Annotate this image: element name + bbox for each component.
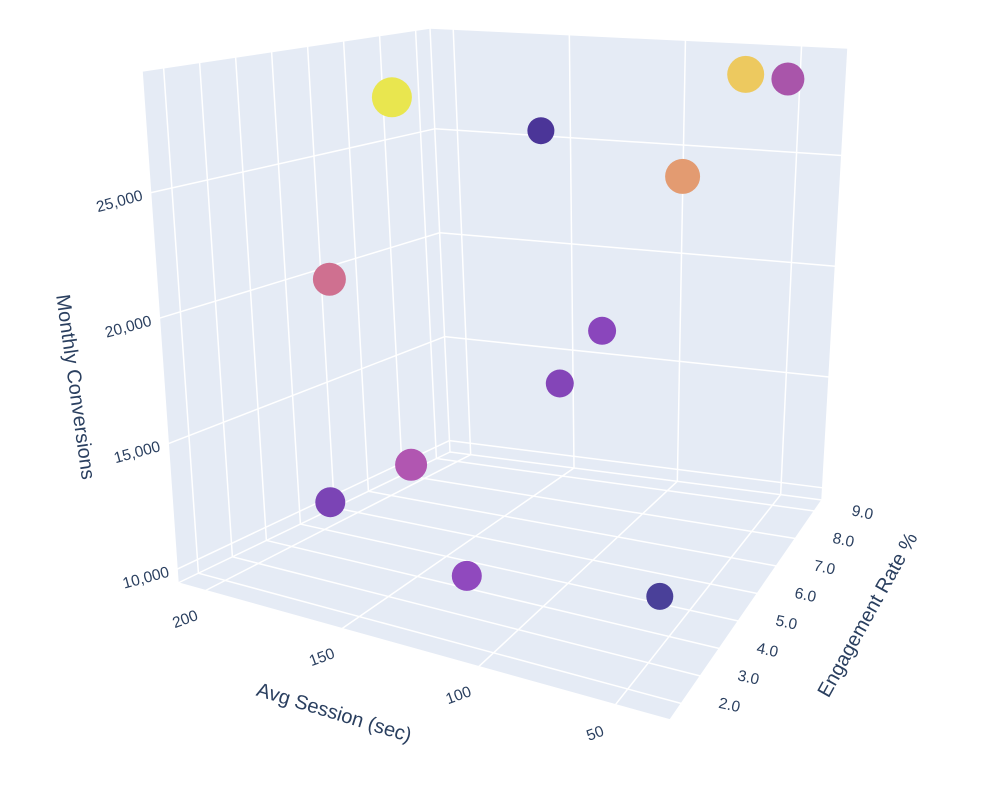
left-wall-grid-y (198, 61, 234, 558)
y-tick-label: 3.0 (736, 667, 761, 688)
floor-grid-y (197, 572, 683, 705)
x-tick-label: 150 (307, 645, 337, 670)
left-wall-grid-z (167, 335, 446, 445)
left-wall-grid-y (162, 67, 200, 574)
z-tick-label: 15,000 (112, 438, 163, 467)
left-wall-grid-y (342, 40, 370, 493)
right-wall-grid-x (676, 39, 687, 483)
left-wall-grid-y (414, 29, 438, 460)
floor-grid-x (341, 467, 575, 630)
right-wall-grid-x (452, 28, 472, 456)
data-point[interactable] (646, 582, 674, 610)
floor-grid-y (231, 556, 702, 677)
right-wall (430, 28, 848, 500)
x-tick-label: 50 (584, 723, 606, 745)
y-axis-title: Engagement Rate % (814, 529, 923, 701)
floor-grid-y (435, 457, 816, 512)
z-tick-label: 25,000 (94, 187, 145, 216)
left-wall-grid-z (158, 231, 441, 319)
right-wall-grid-z (438, 231, 837, 267)
box-edge (821, 47, 849, 501)
box-edge (669, 499, 823, 721)
z-axis-title: Monthly Conversions (51, 293, 99, 481)
floor-grid-x (477, 480, 679, 668)
z-tick-label: 20,000 (103, 313, 154, 342)
data-point[interactable] (315, 487, 346, 518)
floor-grid-y (265, 539, 721, 650)
floor-grid-x (204, 453, 472, 592)
y-tick-label: 7.0 (812, 557, 837, 578)
data-point[interactable] (371, 77, 412, 118)
y-tick-label: 8.0 (831, 530, 856, 551)
y-tick-label: 5.0 (774, 612, 799, 633)
floor-grid-x (614, 493, 782, 706)
left-wall-grid-y (234, 56, 268, 542)
x-tick-label: 200 (170, 607, 200, 632)
right-wall-grid-z (448, 439, 824, 489)
box-edge (141, 27, 431, 72)
x-axis-title: Avg Session (sec) (254, 679, 414, 747)
x-tick-label: 100 (444, 683, 474, 708)
data-point[interactable] (665, 158, 701, 194)
box-edge (449, 451, 823, 501)
data-point[interactable] (771, 62, 805, 96)
floor-grid-y (333, 506, 759, 595)
y-tick-label: 9.0 (850, 502, 875, 523)
data-point[interactable] (395, 448, 428, 481)
data-point[interactable] (545, 369, 574, 398)
data-point[interactable] (727, 55, 765, 93)
y-tick-label: 6.0 (793, 585, 818, 606)
box-edge (177, 582, 671, 721)
left-wall-grid-y (270, 50, 302, 525)
left-wall (142, 28, 450, 583)
floor-grid-y (401, 474, 797, 540)
box-edge (429, 27, 451, 453)
data-point[interactable] (588, 316, 617, 345)
y-tick-label: 4.0 (755, 640, 780, 661)
box-edge (429, 27, 849, 49)
data-point[interactable] (527, 117, 555, 145)
floor-grid-y (367, 490, 778, 567)
z-tick-label: 10,000 (121, 564, 172, 593)
right-wall-grid-x (568, 33, 575, 469)
right-wall-grid-z (443, 335, 830, 378)
y-tick-label: 2.0 (717, 695, 742, 716)
box-edge (141, 70, 179, 584)
left-wall-grid-z (149, 128, 436, 194)
right-wall-grid-z (434, 128, 843, 157)
data-point[interactable] (312, 262, 346, 296)
right-wall-grid-x (779, 45, 803, 496)
data-point[interactable] (451, 560, 482, 591)
floor (178, 452, 822, 720)
